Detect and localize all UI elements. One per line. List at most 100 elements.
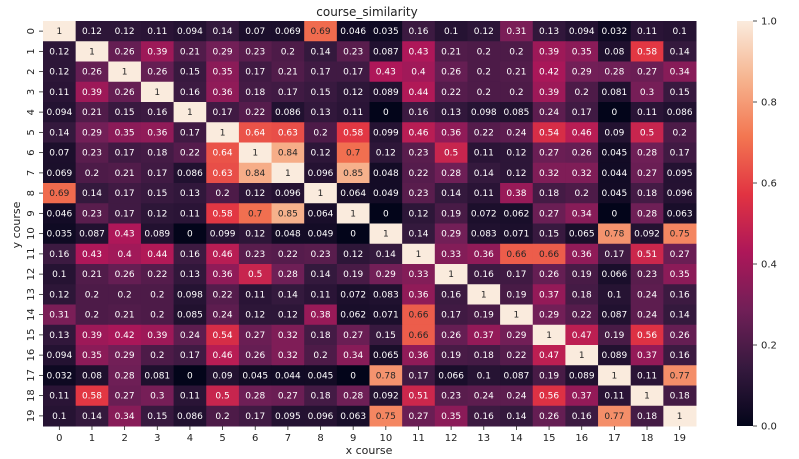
heatmap-cell-label: 0.36 — [441, 128, 461, 138]
heatmap-cell — [206, 345, 240, 366]
heatmap-cell-label: 0.22 — [278, 250, 298, 260]
heatmap-cell — [140, 385, 175, 407]
heatmap-cell-label: 0.26 — [147, 68, 167, 78]
heatmap-cell-label: 0.26 — [539, 270, 559, 280]
y-tick-label: 10 — [26, 227, 37, 240]
heatmap-cell — [43, 203, 77, 224]
heatmap-cell — [75, 122, 109, 143]
heatmap-cell — [271, 324, 305, 346]
heatmap-cell — [206, 61, 240, 83]
heatmap-cell — [206, 385, 240, 407]
heatmap-cell-label: 0.12 — [278, 311, 298, 321]
heatmap-cell — [565, 365, 599, 386]
heatmap-cell-label: 0.095 — [275, 412, 301, 422]
heatmap-cell — [238, 122, 273, 143]
heatmap-cell-label: 0.24 — [213, 311, 233, 321]
heatmap-cell — [238, 223, 273, 245]
y-tick-label: 15 — [26, 329, 37, 342]
heatmap-cell-label: 0.083 — [373, 290, 399, 300]
heatmap-cell — [467, 304, 501, 326]
heatmap-cell-label: 0.12 — [408, 209, 428, 219]
heatmap-cell — [630, 304, 664, 326]
heatmap-cell-label: 0.11 — [49, 392, 69, 402]
heatmap-cell — [598, 385, 632, 407]
heatmap-cell-label: 0.17 — [408, 371, 428, 381]
heatmap-cell — [532, 162, 566, 184]
heatmap-cell — [630, 264, 664, 285]
heatmap-cell-label: 0.2 — [477, 88, 491, 98]
heatmap-cell-label: 0.19 — [441, 351, 461, 361]
heatmap-cell-label: 0.13 — [180, 189, 200, 199]
heatmap-cell-label: 0.22 — [408, 169, 428, 179]
heatmap-cell — [304, 142, 338, 164]
heatmap-cell-label: 0.08 — [82, 371, 102, 381]
y-axis-label: y course — [10, 201, 23, 248]
heatmap-cell-label: 0.58 — [637, 47, 657, 57]
heatmap-cell — [402, 21, 436, 42]
heatmap-cell-label: 0.081 — [601, 88, 627, 98]
heatmap-cell-label: 0.42 — [539, 68, 559, 78]
heatmap-cell — [434, 142, 468, 164]
heatmap-cell — [500, 264, 534, 285]
heatmap-cell-label: 0.51 — [408, 392, 428, 402]
heatmap-cell-label: 0.2 — [313, 351, 327, 361]
heatmap-cell — [108, 304, 142, 326]
heatmap-cell-label: 0.16 — [670, 290, 690, 300]
heatmap-cell-label: 0.54 — [539, 128, 559, 138]
heatmap-cell-label: 0.24 — [539, 108, 559, 118]
heatmap-cell-label: 0.78 — [376, 371, 396, 381]
heatmap-cell-label: 0.098 — [177, 290, 203, 300]
heatmap-cell-label: 0.44 — [408, 88, 428, 98]
heatmap-cell-label: 0.12 — [474, 27, 494, 37]
heatmap-cell-label: 0.14 — [376, 250, 396, 260]
heatmap-cell — [238, 162, 273, 184]
heatmap-cell-label: 0.063 — [340, 412, 366, 422]
heatmap-cell — [238, 324, 273, 346]
heatmap-cell-label: 0.14 — [311, 47, 331, 57]
heatmap-cell — [304, 324, 338, 346]
heatmap-cell-label: 0.17 — [115, 189, 135, 199]
heatmap-cell-label: 0.1 — [52, 270, 66, 280]
heatmap-cell-label: 0.12 — [376, 149, 396, 159]
heatmap-cell — [206, 365, 240, 386]
heatmap-cell — [206, 41, 240, 62]
heatmap-cell-label: 0.2 — [150, 290, 164, 300]
heatmap-cell — [271, 102, 305, 123]
heatmap-cell-label: 1 — [220, 128, 226, 138]
heatmap-cell — [630, 243, 664, 265]
heatmap-cell-label: 0.66 — [408, 331, 428, 341]
heatmap-cell-label: 0.1 — [673, 27, 687, 37]
heatmap-cell-label: 0.27 — [245, 331, 265, 341]
heatmap-cell-label: 0.18 — [572, 290, 592, 300]
heatmap-cell — [500, 21, 534, 42]
heatmap-cell — [500, 183, 534, 204]
heatmap-cell-label: 0.22 — [213, 290, 233, 300]
heatmap-cell — [43, 162, 77, 184]
heatmap-cell-label: 0.5 — [248, 270, 262, 280]
heatmap-cell-label: 0.098 — [471, 108, 497, 118]
heatmap-cell — [108, 243, 142, 265]
heatmap-cell — [369, 142, 403, 164]
heatmap-cell-label: 0.35 — [213, 68, 233, 78]
heatmap-cell — [173, 264, 207, 285]
heatmap-cell-label: 0.28 — [637, 209, 657, 219]
heatmap-cell-label: 0.15 — [180, 68, 200, 78]
heatmap-cell-label: 0.046 — [340, 27, 366, 37]
heatmap-cell-label: 0.032 — [46, 371, 72, 381]
heatmap-cell-label: 0.089 — [373, 88, 399, 98]
x-tick-label: 15 — [543, 433, 556, 444]
heatmap-cell-label: 0.14 — [49, 128, 69, 138]
heatmap-cell — [238, 183, 273, 204]
heatmap-cell-label: 0.17 — [670, 149, 690, 159]
heatmap-cell — [75, 365, 109, 386]
heatmap-cell — [75, 405, 109, 427]
heatmap-cell-label: 0.29 — [376, 270, 396, 280]
heatmap-cell — [434, 385, 468, 407]
heatmap-cell-label: 0.58 — [343, 128, 363, 138]
heatmap-cell — [467, 61, 501, 83]
heatmap-cell — [402, 324, 436, 346]
heatmap-cell-label: 0.33 — [441, 250, 461, 260]
heatmap-cell-label: 0.094 — [177, 27, 203, 37]
y-tick-label: 6 — [26, 149, 37, 155]
heatmap-cell-label: 0.21 — [180, 47, 200, 57]
